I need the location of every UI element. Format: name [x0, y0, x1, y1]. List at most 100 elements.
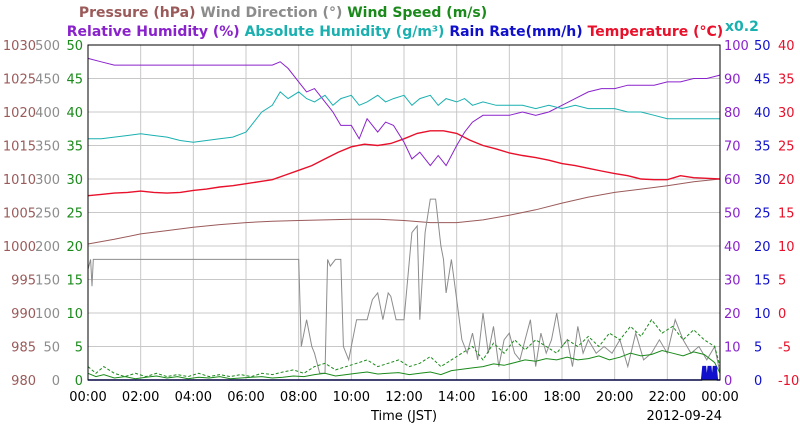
humidity-tick: 100 [724, 39, 749, 54]
wind-speed-tick: 50 [66, 39, 83, 54]
temperature-tick: 0 [778, 307, 786, 322]
x-axis: 00:00 02:00 04:00 06:00 08:00 10:00 12:00 14:00… [69, 390, 738, 405]
pressure-tick: 985 [11, 341, 36, 356]
wind-speed-tick: 25 [66, 207, 83, 222]
legend-row2-item: Temperature (°C) [583, 24, 724, 40]
rain-rate-tick: 15 [754, 274, 771, 289]
legend-row1-item: Wind Speed (m/s) [342, 5, 487, 21]
pressure-tick: 1000 [3, 240, 36, 255]
series-relative-humidity [87, 57, 721, 167]
humidity-tick: 90 [724, 73, 741, 88]
legend-row2-item: Relative Humidity (%) [67, 24, 240, 40]
series-layer [87, 57, 721, 381]
temperature-tick: 30 [778, 106, 795, 121]
x-tick-label: 00:00 [69, 390, 106, 405]
humidity-tick: 70 [724, 140, 741, 155]
series-temperature-c [87, 130, 721, 197]
series-pressure-hpa [87, 178, 721, 245]
pressure-tick: 1015 [3, 140, 36, 155]
temperature-tick: 20 [778, 173, 795, 188]
x-tick-label: 18:00 [543, 390, 580, 405]
pressure-tick: 990 [11, 307, 36, 322]
x-axis-label: Time (JST) [370, 409, 437, 424]
x-tick-label: 04:00 [175, 390, 212, 405]
temperature-tick: 10 [778, 240, 795, 255]
humidity-tick: 60 [724, 173, 741, 188]
series-absolute-humidity-g-m [88, 91, 720, 143]
x-tick-label: 22:00 [649, 390, 686, 405]
wind-speed-tick: 15 [66, 274, 83, 289]
x-tick-label: 10:00 [333, 390, 370, 405]
wind-direction-tick: 100 [35, 307, 60, 322]
wind-direction-tick: 200 [35, 240, 60, 255]
x-tick-label: 06:00 [227, 390, 264, 405]
wind-direction-tick: 300 [35, 173, 60, 188]
pressure-tick: 1010 [3, 173, 36, 188]
wind-direction-tick: 500 [35, 39, 60, 54]
temperature-tick: 25 [778, 140, 795, 155]
pressure-tick: 1025 [3, 73, 36, 88]
legend-row-2: Relative Humidity (%) Absolute Humidity … [67, 24, 723, 40]
pressure-tick: 1030 [3, 39, 36, 54]
rain-rate-tick: 30 [754, 173, 771, 188]
rain-rate-tick: 45 [754, 73, 771, 88]
wind-direction-tick: 400 [35, 106, 60, 121]
humidity-tick: 10 [724, 341, 741, 356]
x-tick-label: 12:00 [385, 390, 422, 405]
y-axes: 1030102510201015101010051000995990985980… [3, 39, 799, 389]
wind-speed-tick: 45 [66, 73, 83, 88]
rain-rate-tick: 25 [754, 207, 771, 222]
x-tick-label: 02:00 [122, 390, 159, 405]
wind-speed-tick: 10 [66, 307, 83, 322]
rain-rate-tick: 40 [754, 106, 771, 121]
wind-direction-tick: 150 [35, 274, 60, 289]
series-wind-speed-m-s [87, 349, 721, 380]
rain-rate-tick: 20 [754, 240, 771, 255]
x-tick-label: 20:00 [596, 390, 633, 405]
pressure-tick: 1020 [3, 106, 36, 121]
wind-speed-tick: 40 [66, 106, 83, 121]
wind-speed-tick: 30 [66, 173, 83, 188]
temperature-tick: 15 [778, 207, 795, 222]
temperature-tick: -10 [778, 374, 799, 389]
legend: Pressure (hPa) Wind Direction (°) Wind S… [67, 5, 759, 40]
rain-rate-tick: 50 [754, 39, 771, 54]
humidity-tick: 80 [724, 106, 741, 121]
pressure-tick: 980 [11, 374, 36, 389]
series-wind-direction [87, 198, 721, 374]
wind-direction-tick: 0 [52, 374, 60, 389]
legend-row1-item: Wind Direction (°) [196, 5, 343, 21]
humidity-tick: 40 [724, 240, 741, 255]
scale-note: x0.2 [725, 19, 759, 35]
rain-rate-tick: 10 [754, 307, 771, 322]
x-tick-label: 16:00 [491, 390, 528, 405]
wind-direction-tick: 350 [35, 140, 60, 155]
humidity-tick: 0 [724, 374, 732, 389]
pressure-tick: 1005 [3, 207, 36, 222]
legend-row2-item: Absolute Humidity (g/m³) [240, 24, 445, 40]
humidity-tick: 20 [724, 307, 741, 322]
wind-direction-tick: 250 [35, 207, 60, 222]
series-rain-rate-mm-h [88, 365, 720, 381]
wind-speed-tick: 5 [75, 341, 83, 356]
rain-rate-tick: 35 [754, 140, 771, 155]
date-label: 2012-09-24 [646, 409, 722, 424]
wind-speed-tick: 35 [66, 140, 83, 155]
x-tick-label: 00:00 [701, 390, 738, 405]
rain-rate-tick: 5 [754, 341, 762, 356]
series-wind-gust-m-s [87, 318, 721, 378]
temperature-tick: 35 [778, 73, 795, 88]
x-tick-label: 14:00 [438, 390, 475, 405]
wind-direction-tick: 450 [35, 73, 60, 88]
humidity-tick: 30 [724, 274, 741, 289]
wind-direction-tick: 50 [43, 341, 60, 356]
legend-row2-item: Rain Rate(mm/h) [444, 24, 582, 40]
x-tick-label: 08:00 [280, 390, 317, 405]
rain-rate-tick: 0 [754, 374, 762, 389]
wind-speed-tick: 0 [75, 374, 83, 389]
temperature-tick: 5 [778, 274, 786, 289]
humidity-tick: 50 [724, 207, 741, 222]
temperature-tick: 40 [778, 39, 795, 54]
pressure-tick: 995 [11, 274, 36, 289]
